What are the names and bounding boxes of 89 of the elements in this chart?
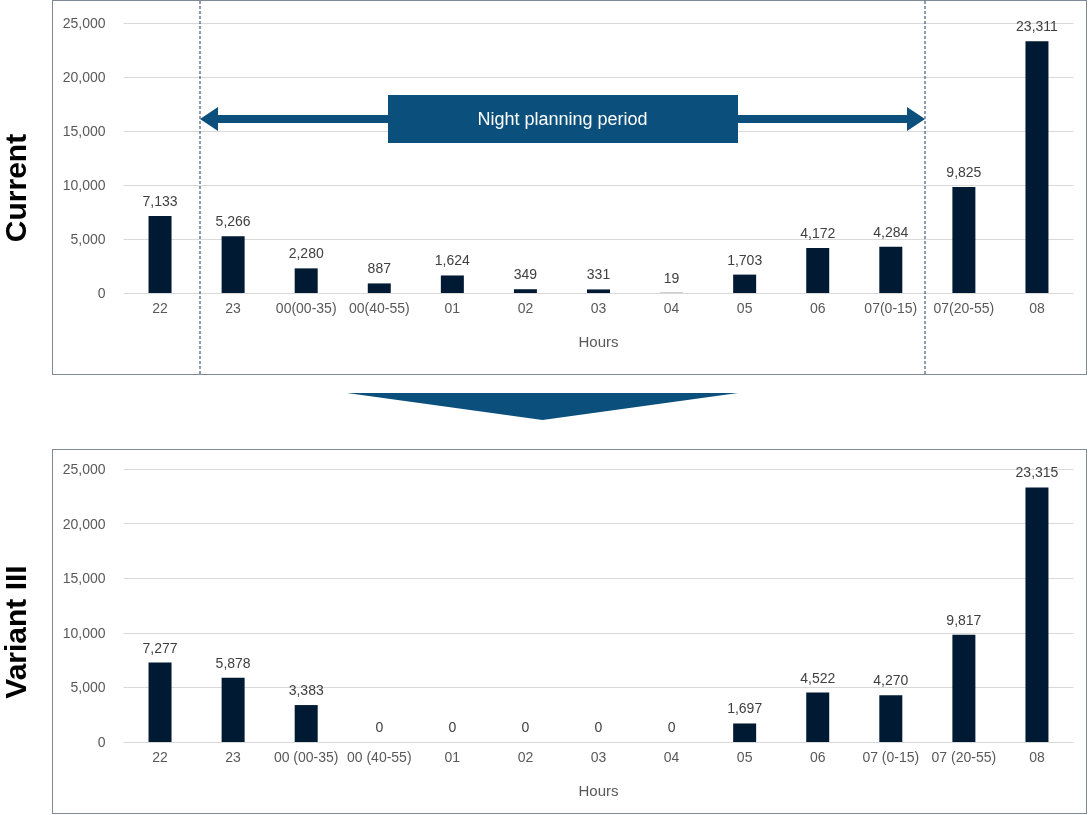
x-tick-label: 07 (0-15) (862, 749, 920, 765)
data-label: 3,383 (288, 682, 324, 699)
data-label: 5,266 (215, 213, 251, 230)
x-tick-label: 01 (444, 749, 461, 765)
data-label: 0 (594, 719, 603, 735)
y-tick-label: 15,000 (62, 570, 106, 587)
y-tick-label: 10,000 (62, 177, 106, 193)
x-tick-label: 22 (152, 749, 169, 765)
x-tick-label: 06 (809, 749, 826, 765)
x-tick-label: 04 (663, 300, 680, 316)
x-tick-label: 23 (225, 300, 242, 316)
y-tick-label: 10,000 (62, 624, 106, 641)
x-tick-label: 00 (00-35) (273, 749, 339, 765)
x-tick-label: 22 (152, 300, 169, 316)
x-axis-title: Hours (578, 782, 619, 799)
bar (879, 246, 903, 293)
text: Variant III (0, 565, 32, 699)
data-label: 23,311 (1016, 18, 1059, 35)
data-label: 4,270 (873, 672, 909, 689)
bar (148, 662, 172, 742)
bar (952, 634, 976, 742)
x-tick-label: 05 (736, 749, 753, 765)
y-tick-label: 0 (97, 734, 106, 750)
y-tick-label: 20,000 (62, 69, 106, 85)
bar (440, 275, 464, 293)
y-tick-label: 20,000 (62, 515, 106, 532)
x-tick-label: 04 (663, 749, 680, 765)
data-label: 2,280 (288, 245, 324, 262)
bar (1025, 487, 1049, 742)
y-tick-label: 5,000 (70, 679, 106, 696)
data-label: 0 (667, 719, 676, 735)
x-tick-label: 07(0-15) (864, 300, 918, 316)
x-tick-label: 02 (517, 300, 534, 316)
bar (806, 247, 830, 293)
data-label: 331 (586, 266, 611, 283)
y-tick-label: 0 (97, 285, 106, 301)
x-tick-label: 02 (517, 749, 534, 765)
bar (367, 283, 391, 293)
x-tick-label: 06 (809, 300, 826, 316)
data-label: 4,522 (800, 669, 836, 686)
x-tick-label: 07(20-55) (933, 300, 995, 316)
label-box: Night planning period (387, 95, 738, 143)
x-tick-label: 00(00-35) (275, 300, 337, 316)
data-label: 1,703 (727, 251, 763, 268)
text: Current (0, 133, 32, 243)
bar (952, 186, 976, 293)
data-label: 4,172 (800, 224, 836, 241)
data-label: 0 (375, 719, 384, 735)
bar (221, 236, 245, 293)
x-tick-label: 07 (20-55) (931, 749, 997, 765)
y-tick-label: 15,000 (62, 123, 106, 139)
y-tick-label: 25,000 (62, 15, 106, 31)
data-label: 1,697 (727, 700, 763, 717)
y-tick-label: 25,000 (62, 461, 106, 477)
x-tick-label: 08 (1029, 749, 1045, 765)
data-label: 4,284 (873, 223, 909, 240)
data-label: 1,624 (434, 252, 471, 269)
x-tick-label: 01 (444, 300, 461, 316)
bar (733, 274, 757, 293)
data-label: 19 (663, 269, 680, 286)
bar (294, 705, 318, 742)
bar (294, 268, 318, 293)
bar (513, 289, 537, 293)
bar (1025, 41, 1049, 293)
x-tick-label: 23 (225, 749, 242, 765)
x-axis-title: Hours (578, 333, 619, 350)
bar (879, 695, 903, 742)
x-tick-label: 08 (1029, 300, 1045, 316)
data-label: 0 (521, 719, 530, 735)
data-label: 23,315 (1015, 464, 1059, 481)
bar (806, 692, 830, 742)
x-tick-label: 03 (590, 749, 607, 765)
data-label: 9,817 (946, 611, 982, 628)
data-label: 5,878 (215, 654, 251, 671)
x-tick-label: 03 (590, 300, 607, 316)
data-label: 887 (367, 260, 392, 277)
x-tick-label: 00 (40-55) (346, 749, 412, 765)
bar (587, 289, 610, 293)
data-label: 7,277 (142, 639, 178, 656)
bar (733, 723, 757, 742)
x-tick-label: 00(40-55) (348, 300, 410, 316)
data-label: 7,133 (142, 192, 178, 209)
x-tick-label: 05 (736, 300, 753, 316)
data-label: 0 (448, 719, 457, 735)
data-label: 349 (513, 266, 538, 283)
bar (148, 215, 172, 293)
y-tick-label: 5,000 (70, 231, 106, 247)
data-label: 9,825 (946, 163, 982, 180)
bar (221, 677, 245, 742)
